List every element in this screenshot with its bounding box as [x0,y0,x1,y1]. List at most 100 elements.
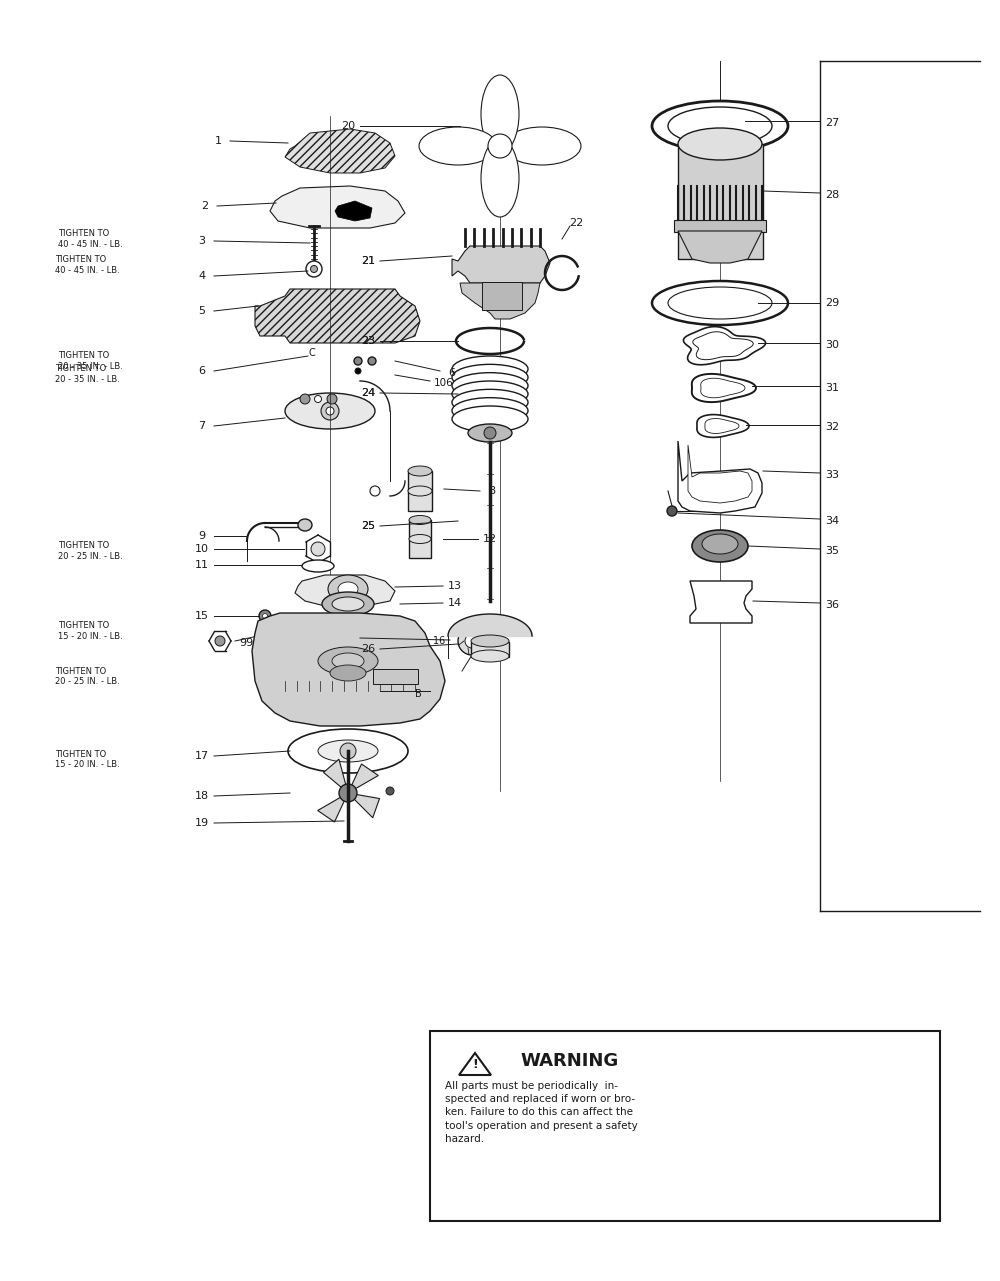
Text: C: C [309,348,315,357]
Polygon shape [690,582,752,623]
Ellipse shape [652,101,788,151]
Text: TIGHTEN TO
20 - 35 IN. - LB.: TIGHTEN TO 20 - 35 IN. - LB. [58,351,123,370]
Ellipse shape [481,140,519,216]
Ellipse shape [302,560,334,573]
Text: 31: 31 [825,383,839,393]
Polygon shape [318,793,348,822]
Text: 28: 28 [825,190,839,200]
Ellipse shape [452,380,528,407]
Text: TIGHTEN TO
40 - 45 IN. - LB.: TIGHTEN TO 40 - 45 IN. - LB. [55,255,120,275]
Text: 11: 11 [195,560,209,570]
Text: 27: 27 [825,118,839,128]
Bar [430,1031,940,1221]
Ellipse shape [471,635,509,647]
Circle shape [465,634,479,648]
Ellipse shape [668,108,772,145]
Text: !: ! [472,1058,478,1071]
Polygon shape [705,419,739,433]
Ellipse shape [332,597,364,611]
Circle shape [484,427,496,439]
Ellipse shape [408,485,432,496]
Polygon shape [348,793,380,817]
Bar [409,520,431,559]
Ellipse shape [652,281,788,325]
Text: 15: 15 [195,611,209,621]
Text: 7: 7 [198,421,206,430]
Text: 5: 5 [198,306,206,316]
Text: 19: 19 [195,819,209,828]
Polygon shape [693,332,753,360]
Text: 1: 1 [214,136,222,146]
Bar [408,471,432,511]
Polygon shape [452,246,550,283]
Polygon shape [295,575,395,606]
Ellipse shape [332,653,364,669]
Circle shape [339,784,357,802]
Circle shape [340,743,356,760]
Ellipse shape [328,575,368,603]
Polygon shape [270,186,405,228]
Polygon shape [683,327,766,365]
Ellipse shape [322,592,374,616]
Text: 10: 10 [195,544,209,553]
Ellipse shape [318,647,378,675]
Text: B: B [415,689,421,699]
Polygon shape [285,129,395,173]
Polygon shape [678,441,762,512]
Bar [674,220,766,232]
Text: TIGHTEN TO
20 - 25 IN. - LB.: TIGHTEN TO 20 - 25 IN. - LB. [55,666,120,687]
Ellipse shape [285,393,375,429]
Ellipse shape [298,519,312,532]
Circle shape [314,396,322,402]
Text: 33: 33 [825,470,839,480]
Polygon shape [252,614,445,726]
Text: 21: 21 [361,256,375,266]
Ellipse shape [419,127,497,165]
Circle shape [321,402,339,420]
Text: 6: 6 [198,366,206,377]
Text: 30: 30 [825,339,839,350]
Ellipse shape [481,76,519,152]
Circle shape [386,787,394,796]
Circle shape [667,506,677,516]
Text: TIGHTEN TO
40 - 45 IN. - LB.: TIGHTEN TO 40 - 45 IN. - LB. [58,229,123,249]
Ellipse shape [408,466,432,477]
Text: 36: 36 [825,600,839,610]
Text: 35: 35 [825,546,839,556]
Circle shape [355,368,361,374]
Text: 4: 4 [198,272,206,281]
Text: All parts must be periodically  in-
spected and replaced if worn or bro-
ken. Fa: All parts must be periodically in- spect… [445,1081,638,1144]
Ellipse shape [330,665,366,681]
Text: 21: 21 [361,256,375,266]
Ellipse shape [692,530,748,562]
Text: 9: 9 [198,532,206,541]
Text: 29: 29 [825,298,839,307]
Text: 20: 20 [341,120,355,131]
Bar [372,669,418,684]
Text: 14: 14 [448,598,462,608]
Text: 24: 24 [361,388,375,398]
Text: TIGHTEN TO
20 - 25 IN. - LB.: TIGHTEN TO 20 - 25 IN. - LB. [58,542,123,561]
Polygon shape [323,760,348,793]
Text: 2: 2 [201,201,209,211]
Text: 23: 23 [361,336,375,346]
Polygon shape [697,415,749,437]
Circle shape [354,357,362,365]
Ellipse shape [702,534,738,553]
Text: 3: 3 [198,236,206,246]
Text: TIGHTEN TO
15 - 20 IN. - LB.: TIGHTEN TO 15 - 20 IN. - LB. [58,621,123,640]
Polygon shape [692,374,756,402]
Circle shape [300,395,310,404]
Text: 99: 99 [239,638,253,648]
Circle shape [326,407,334,415]
Ellipse shape [668,287,772,319]
Ellipse shape [503,127,581,165]
Polygon shape [255,290,420,343]
Ellipse shape [452,406,528,432]
Text: 12: 12 [483,534,497,544]
Ellipse shape [409,515,431,524]
Text: 22: 22 [569,218,583,228]
Polygon shape [335,201,372,222]
Text: 24: 24 [361,388,375,398]
Polygon shape [688,445,752,503]
